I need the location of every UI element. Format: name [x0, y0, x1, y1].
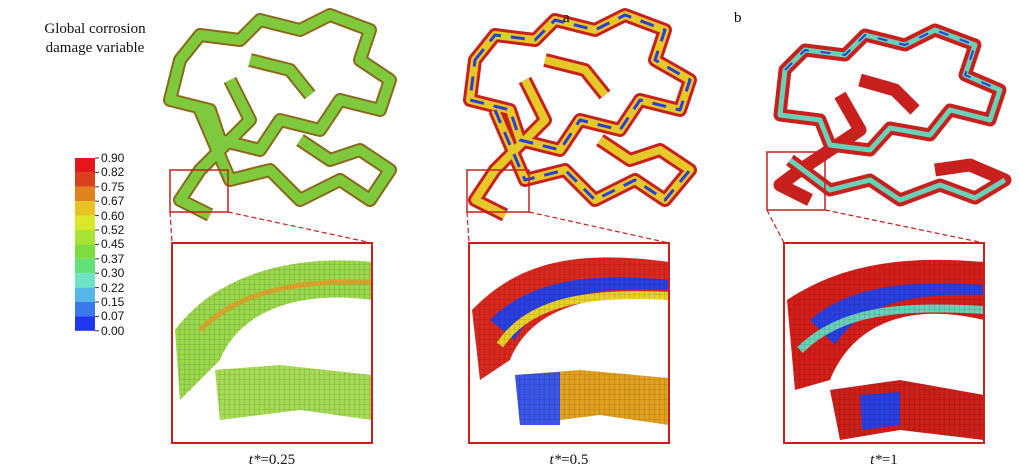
panel-label: a	[563, 10, 570, 27]
colorbar-label: 0.52	[101, 223, 124, 237]
colorbar-label: 0.15	[101, 295, 124, 309]
colorbar-swatch	[75, 273, 95, 287]
colorbar-swatch	[75, 316, 95, 330]
caption: t*=1	[824, 452, 944, 469]
colorbar-label: 0.75	[101, 180, 124, 194]
zoom-c	[784, 243, 984, 443]
colorbar-swatch	[75, 230, 95, 244]
colorbar-swatch	[75, 187, 95, 201]
stent-a	[170, 15, 390, 215]
legend-title: damage variable	[0, 40, 190, 57]
colorbar-swatch	[75, 288, 95, 302]
panel-label: b	[734, 10, 742, 27]
zoom-a	[172, 243, 372, 443]
figure: Global corrosion damage variable a b t*=…	[0, 0, 1019, 470]
stent-c	[780, 30, 1005, 200]
colorbar-label: 0.60	[101, 209, 124, 223]
colorbar-swatch	[75, 244, 95, 258]
colorbar-swatch	[75, 302, 95, 316]
colorbar-label: 0.30	[101, 266, 124, 280]
colorbar	[75, 158, 99, 331]
colorbar-label: 0.90	[101, 151, 124, 165]
zoom-b	[469, 243, 669, 443]
colorbar-label: 0.00	[101, 324, 124, 338]
colorbar-label: 0.67	[101, 194, 124, 208]
stent-b	[470, 15, 690, 215]
colorbar-swatch	[75, 259, 95, 273]
colorbar-swatch	[75, 201, 95, 215]
colorbar-swatch	[75, 172, 95, 186]
colorbar-label: 0.37	[101, 252, 124, 266]
caption: t*=0.25	[212, 452, 332, 469]
caption: t*=0.5	[509, 452, 629, 469]
colorbar-label: 0.07	[101, 309, 124, 323]
colorbar-label: 0.22	[101, 281, 124, 295]
colorbar-label: 0.45	[101, 237, 124, 251]
legend-title: Global corrosion	[0, 21, 190, 38]
colorbar-swatch	[75, 216, 95, 230]
figure-art	[0, 0, 1019, 470]
colorbar-label: 0.82	[101, 165, 124, 179]
colorbar-swatch	[75, 158, 95, 172]
